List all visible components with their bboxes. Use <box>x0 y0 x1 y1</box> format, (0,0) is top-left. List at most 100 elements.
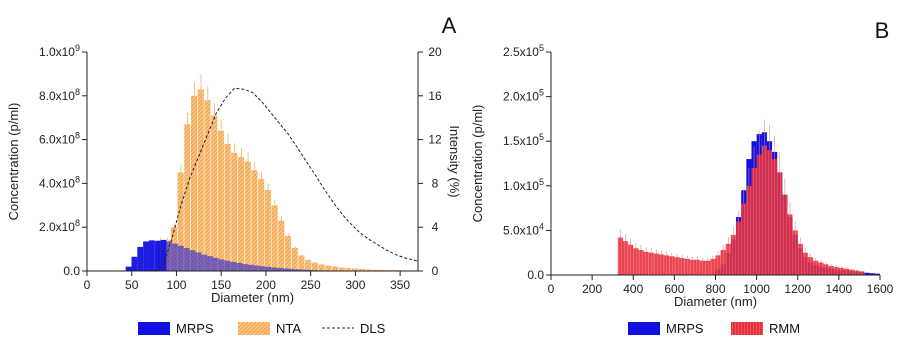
mrps-bar <box>874 273 880 275</box>
mrps-bar <box>207 256 213 271</box>
nta-bar <box>372 269 379 271</box>
y-tick-label: 2.5x105 <box>503 43 544 59</box>
mrps-bar <box>189 250 196 271</box>
y2-tick-label: 0 <box>432 264 439 278</box>
nta-bar <box>365 269 372 271</box>
nta-bar <box>190 95 198 271</box>
mrps-bar <box>183 248 190 271</box>
rmm-bar <box>710 258 716 275</box>
mrps-bar <box>148 240 155 271</box>
x-tick-label: 50 <box>125 278 139 292</box>
nta-bar <box>224 143 231 271</box>
nta-bar <box>318 264 325 271</box>
mrps-bar <box>218 259 225 271</box>
x-tick-label: 0 <box>84 278 91 292</box>
y-tick-label: 5.0x104 <box>503 221 544 237</box>
nta-bar <box>177 172 184 271</box>
nta-bar <box>305 260 312 271</box>
mrps-bar <box>300 269 306 271</box>
rmm-bar <box>792 230 798 275</box>
rmm-bar <box>823 264 829 275</box>
legend-label-nta: NTA <box>276 321 301 336</box>
y2-tick-label: 20 <box>428 45 442 59</box>
rmm-bar <box>664 255 670 275</box>
rmm-bar <box>833 266 839 275</box>
rmm-bar <box>849 269 855 275</box>
y-axis-label: Concentration (p/ml) <box>6 103 21 221</box>
nta-bar <box>352 268 359 271</box>
rmm-bar <box>679 258 685 275</box>
mrps-bar <box>230 261 237 271</box>
rmm-bar <box>828 266 834 275</box>
y-tick-label: 1.5x105 <box>503 132 544 148</box>
x-tick-label: 150 <box>211 278 231 292</box>
x-tick-label: 1400 <box>826 282 853 296</box>
mrps-bar <box>143 241 149 271</box>
rmm-bar <box>648 252 654 275</box>
rmm-bar <box>628 244 634 275</box>
x-tick-label: 600 <box>664 282 684 296</box>
rmm-bar <box>720 250 726 275</box>
x-tick-label: 1200 <box>784 282 811 296</box>
mrps-bar <box>265 266 272 271</box>
rmm-bar <box>736 221 742 275</box>
rmm-bar <box>653 253 659 275</box>
mrps-bar <box>160 239 167 271</box>
x-tick-label: 200 <box>582 282 602 296</box>
rmm-bar <box>694 259 701 275</box>
panel-label-b: B <box>875 18 890 43</box>
legend-swatch-rmm <box>731 322 763 335</box>
rmm-bar <box>658 254 665 275</box>
rmm-bar <box>797 243 803 275</box>
mrps-bar <box>253 265 260 271</box>
mrps-bar <box>125 266 132 271</box>
x-tick-label: 200 <box>256 278 276 292</box>
panel-a: 0 50 100 150 200 250 300 3500.02.0x1084.0x1086.… <box>6 13 462 336</box>
nta-bar <box>331 266 339 271</box>
nta-bar <box>244 161 251 271</box>
legend-swatch-nta <box>238 322 270 335</box>
nta-bar <box>278 220 285 271</box>
nta-bar <box>271 205 278 271</box>
y-tick-label: 1.0x109 <box>39 43 80 59</box>
rmm-bar <box>782 194 788 275</box>
rmm-bar <box>741 203 747 275</box>
legend-label-dls: DLS <box>360 321 386 336</box>
mrps-bar <box>178 245 184 271</box>
x-tick-label: 800 <box>705 282 725 296</box>
mrps-bar <box>282 268 289 271</box>
y2-tick-label: 8 <box>432 176 439 190</box>
x-axis-label: Diameter (nm) <box>211 290 294 305</box>
mrps-bar <box>276 267 283 271</box>
mrps-bar <box>271 267 277 271</box>
y-tick-label: 8.0x108 <box>39 87 80 103</box>
y-tick-label: 0.0 <box>527 268 544 282</box>
rmm-bar <box>802 252 809 275</box>
nta-bar <box>264 189 271 271</box>
rmm-bar <box>674 257 680 275</box>
nta-bar <box>258 179 265 271</box>
nta-bar <box>338 267 345 271</box>
mrps-bar <box>869 273 875 275</box>
nta-bar <box>358 269 365 271</box>
y2-tick-label: 16 <box>428 89 442 103</box>
mrps-bar <box>259 266 266 271</box>
x-tick-label: 100 <box>166 278 186 292</box>
legend-label-mrps: MRPS <box>176 321 214 336</box>
x-axis-label: Diameter (nm) <box>674 294 757 309</box>
nta-bar <box>345 268 352 271</box>
mrps-bar <box>172 243 179 271</box>
y-tick-label: 6.0x108 <box>39 131 80 147</box>
rmm-bar <box>689 259 695 275</box>
nta-bar <box>284 235 292 271</box>
y2-axis-label: Intensity (%) <box>447 125 462 197</box>
nta-bar <box>237 157 245 271</box>
legend-swatch-mrps <box>628 322 660 335</box>
rmm-bar <box>756 154 762 275</box>
nta-bar <box>184 124 191 272</box>
x-tick-label: 0 <box>548 282 555 296</box>
rmm-bar <box>700 260 706 275</box>
rmm-bar <box>705 260 711 275</box>
rmm-bar <box>838 267 845 275</box>
